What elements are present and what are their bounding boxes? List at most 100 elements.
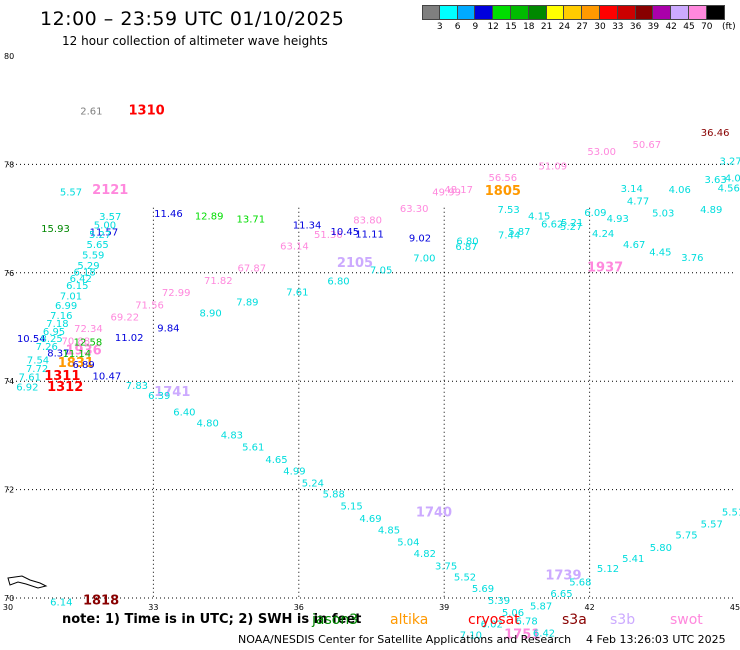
legend-swatch [653,5,672,20]
wave-height-label: 49.99 [432,187,461,198]
wave-height-label: 53.00 [587,147,616,158]
wave-height-label: 51.09 [538,161,567,172]
wave-height-label: 5.68 [569,578,591,589]
pass-time-label: 2105 [337,256,373,271]
legend-tick-label: 15 [505,22,517,32]
legend-swatch [617,5,636,20]
legend-tick-label: 21 [540,22,553,32]
wave-height-label: 11.14 [63,349,92,360]
pass-time-label: 1937 [587,261,623,276]
legend-swatch [635,5,654,20]
legend-swatch [475,5,494,20]
wave-height-label: 7.00 [413,253,435,264]
legend-tick-label: 36 [629,22,642,32]
wave-height-label: 5.61 [242,443,264,454]
wave-height-label: 6.40 [173,407,195,418]
pass-time-label: 1831 [58,356,94,371]
wave-height-label: 5.41 [622,554,644,565]
wave-height-label: 7.53 [498,205,520,216]
wave-height-label: 7.61 [19,373,41,384]
wave-height-label: 6.39 [148,391,170,402]
legend-swatch [582,5,600,20]
lon-label: 33 [148,603,158,612]
wave-height-label: 5.65 [87,240,109,251]
wave-height-label: 7.16 [50,311,72,322]
wave-height-label: 2.61 [80,107,102,118]
wave-height-label: 7.44 [498,231,520,242]
lat-label: 78 [4,160,14,169]
wave-height-label: 8.90 [199,309,221,320]
wave-height-label: 6.18 [73,268,95,279]
pass-time-label: 1310 [129,104,165,119]
color-legend [422,5,725,21]
pass-time-label: 1805 [485,184,521,199]
wave-height-label: 5.87 [508,227,530,238]
pass-time-label: 2121 [92,183,128,198]
legend-tick-label: 70 [701,22,713,32]
wave-height-label: 4.77 [627,197,649,208]
credit-timestamp: 4 Feb 13:26:03 UTC 2025 [586,633,726,646]
pass-time-label: 1936 [66,344,102,359]
legend-tick-label: 18 [523,22,535,32]
lon-label: 45 [730,603,740,612]
legend-swatch [706,5,725,20]
legend-swatch [546,5,565,20]
wave-height-label: 36.46 [701,128,730,139]
wave-height-label: 3.76 [681,253,703,264]
wave-height-label: 4.85 [378,526,400,537]
wave-height-label: 12.58 [74,337,103,348]
wave-height-label: 11.46 [154,209,183,220]
wave-height-label: 5.12 [597,564,619,575]
wave-height-label: 63.30 [400,204,429,215]
wave-height-label: 5.88 [323,490,345,501]
wave-height-label: 9.02 [409,233,431,244]
wave-height-label: 6.80 [456,237,478,248]
lat-label: 70 [4,594,14,603]
wave-height-label: 6.42 [70,274,92,285]
wave-height-label: 5.04 [397,537,419,548]
lat-label: 76 [4,269,14,278]
wave-height-label: 11.57 [90,227,119,238]
legend-tick-label: 33 [612,22,624,32]
satellite-name-cryosat: cryosat [468,612,520,628]
wave-height-label: 6.95 [43,327,65,338]
wave-height-label: 4.93 [607,214,629,225]
wave-height-label: 5.24 [302,478,324,489]
wave-height-label: 7.61 [286,288,308,299]
wave-height-label: 5.00 [94,220,116,231]
wave-height-label: 5.75 [675,530,697,541]
coastline [7,575,48,589]
wave-height-label: 70.88 [62,336,91,347]
pass-time-label: 1740 [416,506,452,521]
wave-height-label: 51.36 [314,230,343,241]
wave-height-label: 72.99 [162,288,191,299]
legend-tick-label: 45 [683,22,695,32]
lon-label: 39 [439,603,449,612]
wave-height-label: 5.06 [502,608,524,619]
wave-height-label: 6.15 [66,281,88,292]
legend-swatch [671,5,689,20]
wave-height-label: 6.62 [541,219,563,230]
wave-height-label: 5.03 [652,208,674,219]
legend-swatch [422,5,440,20]
wave-height-label: 3.14 [621,184,643,195]
wave-height-label: 56.56 [489,173,518,184]
wave-height-label: 4.45 [649,247,671,258]
wave-height-label: 7.01 [60,291,82,302]
wave-height-label: 72.34 [74,324,103,335]
legend-tick-label: 39 [647,22,660,32]
wave-height-label: 5.27 [89,230,111,241]
wave-height-label: 5.57 [701,520,723,531]
wave-height-label: 63.14 [280,241,309,252]
wave-height-label: 6.87 [455,242,477,253]
wave-height-label: 11.02 [115,333,144,344]
wave-height-label: 11.11 [355,230,384,241]
lat-label: 72 [4,486,14,495]
satellite-name-jason3: jason3 [312,612,359,628]
wave-height-label: 6.42 [533,628,555,639]
wave-height-label: 4.65 [265,455,287,466]
footer-note: note: 1) Time is in UTC; 2) SWH is in fe… [62,612,362,627]
wave-height-label: 15.93 [41,224,70,235]
wave-height-label: 48.17 [444,185,473,196]
